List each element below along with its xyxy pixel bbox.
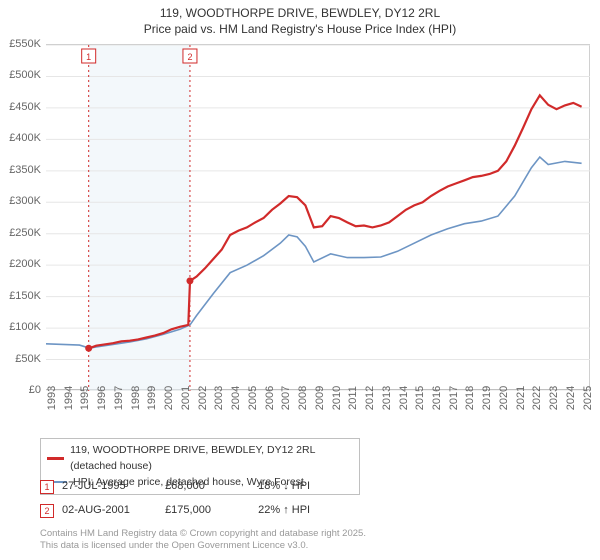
svg-text:1: 1	[86, 52, 91, 62]
legend-label-0: 119, WOODTHORPE DRIVE, BEWDLEY, DY12 2RL…	[70, 443, 353, 475]
y-tick: £300K	[9, 195, 41, 207]
footer-line2: This data is licensed under the Open Gov…	[40, 540, 366, 552]
sale-delta-2: 22% ↑ HPI	[258, 504, 310, 516]
x-tick: 2022	[531, 386, 543, 410]
x-tick: 2010	[331, 386, 343, 410]
sale-delta-1: 18% ↓ HPI	[258, 480, 310, 492]
y-tick: £400K	[9, 132, 41, 144]
x-tick: 2012	[364, 386, 376, 410]
x-tick: 2008	[297, 386, 309, 410]
y-tick: £100K	[9, 321, 41, 333]
x-tick: 2011	[347, 386, 359, 410]
x-tick: 1995	[79, 386, 91, 410]
sale-row-1: 27-JUL-1995 £68,000 18% ↓ HPI	[62, 480, 310, 492]
y-tick: £350K	[9, 164, 41, 176]
x-tick: 2017	[448, 386, 460, 410]
y-tick: £550K	[9, 38, 41, 50]
svg-text:2: 2	[187, 52, 192, 62]
x-tick: 2024	[565, 386, 577, 410]
x-tick: 1998	[130, 386, 142, 410]
x-tick: 2000	[163, 386, 175, 410]
sale-price-1: £68,000	[165, 480, 255, 492]
x-tick: 2016	[431, 386, 443, 410]
x-tick: 2023	[548, 386, 560, 410]
title-line1: 119, WOODTHORPE DRIVE, BEWDLEY, DY12 2RL	[0, 6, 600, 22]
sale-row-2: 02-AUG-2001 £175,000 22% ↑ HPI	[62, 504, 310, 516]
title-line2: Price paid vs. HM Land Registry's House …	[0, 22, 600, 38]
x-tick: 2013	[381, 386, 393, 410]
sale-date-1: 27-JUL-1995	[62, 480, 162, 492]
x-tick: 1999	[146, 386, 158, 410]
y-axis: £0£50K£100K£150K£200K£250K£300K£350K£400…	[0, 44, 44, 390]
y-tick: £200K	[9, 258, 41, 270]
x-tick: 2020	[498, 386, 510, 410]
x-tick: 2002	[197, 386, 209, 410]
x-axis: 1993199419951996199719981999200020012002…	[46, 394, 590, 438]
chart-container: 119, WOODTHORPE DRIVE, BEWDLEY, DY12 2RL…	[0, 0, 600, 560]
sale-price-2: £175,000	[165, 504, 255, 516]
x-tick: 2005	[247, 386, 259, 410]
x-tick: 2015	[414, 386, 426, 410]
y-tick: £50K	[15, 353, 41, 365]
x-tick: 2018	[464, 386, 476, 410]
x-tick: 2004	[230, 386, 242, 410]
y-tick: £500K	[9, 69, 41, 81]
x-tick: 1994	[63, 386, 75, 410]
footer: Contains HM Land Registry data © Crown c…	[40, 528, 366, 553]
x-tick: 2021	[515, 386, 527, 410]
y-tick: £450K	[9, 101, 41, 113]
legend-swatch-0	[47, 457, 64, 460]
x-tick: 1996	[96, 386, 108, 410]
x-tick: 1997	[113, 386, 125, 410]
x-tick: 2014	[398, 386, 410, 410]
chart-area: 12	[46, 44, 590, 390]
x-tick: 2007	[280, 386, 292, 410]
chart-svg: 12	[46, 45, 590, 391]
y-tick: £150K	[9, 290, 41, 302]
x-tick: 2001	[180, 386, 192, 410]
x-tick: 1993	[46, 386, 58, 410]
x-tick: 2025	[582, 386, 594, 410]
x-tick: 2006	[264, 386, 276, 410]
y-tick: £0	[29, 384, 41, 396]
x-tick: 2019	[481, 386, 493, 410]
footer-line1: Contains HM Land Registry data © Crown c…	[40, 528, 366, 540]
legend-row-0: 119, WOODTHORPE DRIVE, BEWDLEY, DY12 2RL…	[47, 443, 353, 475]
sale-date-2: 02-AUG-2001	[62, 504, 162, 516]
title-block: 119, WOODTHORPE DRIVE, BEWDLEY, DY12 2RL…	[0, 0, 600, 37]
sale-marker-2: 2	[40, 504, 54, 518]
y-tick: £250K	[9, 227, 41, 239]
x-tick: 2009	[314, 386, 326, 410]
x-tick: 2003	[213, 386, 225, 410]
sale-marker-1: 1	[40, 480, 54, 494]
